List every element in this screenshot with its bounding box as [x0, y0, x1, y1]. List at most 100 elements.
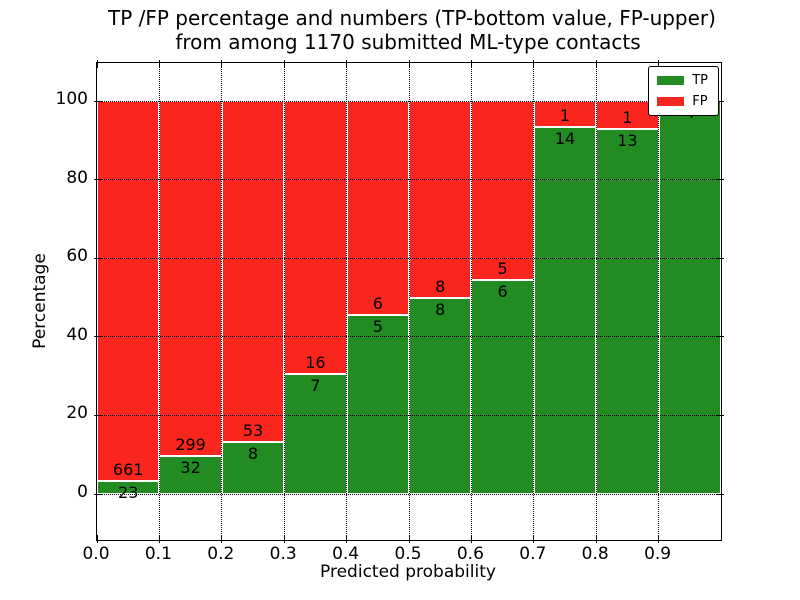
bar-count-label-fp: 299 [175, 435, 206, 454]
v-gridline [408, 63, 410, 540]
x-tick-mark [158, 535, 160, 543]
legend-row-tp: TP [657, 73, 708, 88]
x-axis-label: Predicted probability [320, 562, 496, 582]
x-tick-label: 0.6 [456, 544, 484, 564]
v-gridline [221, 63, 223, 540]
y-tick-mark [716, 493, 724, 495]
x-tick-mark [221, 535, 223, 543]
x-tick-mark [96, 535, 98, 543]
x-tick-label: 0.9 [644, 544, 672, 564]
x-tick-mark [658, 60, 660, 68]
bar-segment-fp [471, 101, 534, 280]
x-tick-mark [96, 60, 98, 68]
tp-legend-swatch [657, 76, 685, 85]
bar-count-label-fp: 6 [372, 294, 383, 314]
y-tick-mark [716, 414, 724, 416]
bar-segment-tp [346, 315, 409, 494]
bar-segment-fp [159, 101, 222, 456]
bar-count-label-fp: 8 [435, 276, 446, 296]
x-tick-label: 0.7 [519, 544, 547, 564]
x-tick-label: 0.3 [269, 544, 297, 564]
bar-segment-fp [409, 101, 472, 298]
bar-count-label-tp: 6 [497, 281, 508, 301]
x-tick-mark [408, 535, 410, 543]
x-tick-mark [658, 535, 660, 543]
bar-segment-fp [533, 101, 597, 128]
bar-segment-tp [409, 297, 472, 494]
bar-segment-tp [221, 442, 285, 494]
bar-segment-fp [346, 101, 409, 316]
y-tick-mark [716, 257, 724, 259]
bar-count-label-tp: 8 [247, 444, 259, 464]
bar-segment-fp [596, 101, 659, 130]
bar-segment-tp [533, 127, 597, 494]
v-gridline [283, 63, 285, 540]
x-tick-mark [346, 535, 348, 543]
v-gridline [658, 63, 660, 540]
x-tick-mark [533, 60, 535, 68]
x-tick-label: 0.2 [207, 544, 235, 564]
x-tick-label: 0.4 [332, 544, 360, 564]
y-tick-mark [94, 493, 102, 495]
y-tick-mark [94, 414, 102, 416]
bar-segment-fp [221, 101, 285, 443]
bar-count-label-tp: 7 [310, 376, 321, 396]
bar-count-label-fp: 661 [112, 459, 144, 479]
v-gridline [346, 63, 348, 540]
fp-legend-swatch [657, 97, 685, 106]
bar-count-label-fp: 5 [497, 258, 508, 278]
fp-legend-label: FP [692, 94, 708, 109]
chart-title: TP /FP percentage and numbers (TP-bottom… [108, 6, 716, 54]
bar-count-label-tp: 5 [372, 317, 383, 337]
y-tick-mark [716, 336, 724, 338]
v-gridline [533, 63, 535, 540]
chart-title-line1: TP /FP percentage and numbers (TP-bottom… [108, 6, 716, 30]
legend-row-fp: FP [657, 94, 708, 109]
x-tick-mark [283, 535, 285, 543]
x-tick-mark [470, 60, 472, 68]
bar-segment-tp [159, 456, 222, 494]
v-gridline [470, 63, 472, 540]
v-gridline [158, 63, 160, 540]
y-tick-mark [94, 100, 102, 102]
bar-count-label-tp: 23 [118, 482, 139, 502]
x-tick-label: 0.8 [581, 544, 609, 564]
x-tick-mark [346, 60, 348, 68]
y-tick-mark [94, 257, 102, 259]
bar-count-label-tp: 32 [180, 458, 201, 477]
bar-count-label-fp: 1 [559, 106, 571, 126]
y-tick-mark [716, 179, 724, 181]
bar-count-label-fp: 1 [622, 108, 633, 128]
bar-count-label-fp: 53 [242, 421, 264, 441]
x-tick-mark [595, 535, 597, 543]
y-tick-mark [716, 100, 724, 102]
tp-legend-label: TP [692, 73, 708, 88]
bar-segment-tp [97, 480, 160, 494]
bar-count-label-fp: 16 [305, 353, 326, 373]
bar-segment-tp [284, 374, 347, 494]
bar-segment-fp [97, 101, 160, 481]
y-tick-label: 60 [66, 246, 88, 267]
chart-title-line2: from among 1170 submitted ML-type contac… [175, 30, 641, 54]
x-tick-label: 0.0 [82, 544, 110, 564]
bar-segment-tp [471, 279, 534, 494]
bar-segment-fp [284, 101, 347, 375]
y-tick-mark [94, 179, 102, 181]
bar-count-label-tp: 13 [617, 131, 638, 151]
x-tick-mark [595, 60, 597, 68]
bar-count-label-tp: 8 [435, 299, 446, 319]
bar-count-label-tp: 14 [554, 129, 576, 149]
y-tick-label: 40 [66, 324, 88, 345]
y-tick-label: 100 [55, 89, 88, 109]
legend: TP FP [648, 66, 719, 116]
x-tick-label: 0.5 [394, 544, 422, 564]
x-tick-label: 0.1 [144, 544, 172, 564]
y-tick-label: 80 [66, 167, 88, 188]
x-tick-mark [533, 535, 535, 543]
y-tick-label: 0 [77, 482, 88, 502]
x-tick-mark [158, 60, 160, 68]
x-tick-mark [470, 535, 472, 543]
y-axis-label: Percentage [30, 253, 50, 349]
x-tick-mark [408, 60, 410, 68]
